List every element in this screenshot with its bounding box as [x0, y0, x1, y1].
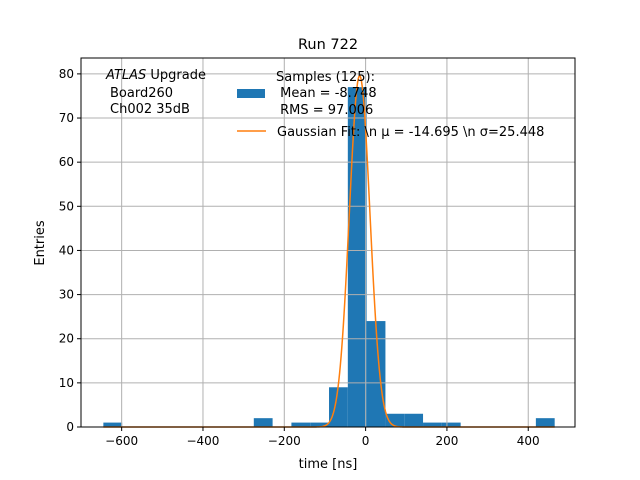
x-tick-label: −400	[186, 434, 219, 448]
x-tick-label: 200	[435, 434, 458, 448]
histogram-bar	[329, 387, 348, 427]
x-tick-label: −600	[105, 434, 138, 448]
legend-samples-rms: RMS = 97.006	[276, 103, 373, 118]
annotation-channel: Ch002 35dB	[110, 102, 190, 117]
x-tick-label: −200	[268, 434, 301, 448]
annotation-atlas: ATLAS	[105, 68, 146, 83]
y-axis-label: Entries	[33, 220, 48, 266]
y-tick-label: 60	[59, 155, 74, 169]
y-tick-label: 40	[59, 243, 74, 257]
legend-fit-label: Gaussian Fit: \n μ = -14.695 \n σ=25.448	[277, 125, 544, 140]
histogram-bar	[366, 321, 386, 427]
histogram-bar	[404, 413, 424, 427]
bars	[103, 87, 555, 427]
y-tick-label: 10	[59, 376, 74, 390]
x-tick-label: 400	[517, 434, 540, 448]
histogram-bar	[310, 422, 330, 427]
legend: Samples (125): Mean = -8.748 RMS = 97.00…	[237, 70, 544, 140]
y-tick-label: 50	[59, 199, 74, 213]
histogram-bar	[423, 422, 442, 427]
histogram-bar	[347, 87, 367, 427]
annotation-text: ATLAS Upgrade Board260 Ch002 35dB	[105, 68, 206, 117]
histogram-bar	[291, 422, 311, 427]
histogram-bar	[535, 418, 555, 427]
y-tick-label: 80	[59, 67, 74, 81]
histogram-bar	[103, 422, 123, 427]
legend-samples-swatch	[237, 89, 265, 98]
chart-title: Run 722	[298, 37, 358, 53]
histogram-bar	[441, 422, 461, 427]
legend-samples-mean: Mean = -8.748	[276, 86, 377, 101]
x-axis-label: time [ns]	[299, 457, 358, 472]
y-tick-label: 70	[59, 111, 74, 125]
svg-text:ATLAS Upgrade: ATLAS Upgrade	[105, 68, 206, 83]
x-tick-label: 0	[362, 434, 370, 448]
y-tick-label: 0	[66, 420, 74, 434]
annotation-board: Board260	[110, 86, 173, 101]
annotation-upgrade: Upgrade	[146, 68, 206, 83]
y-tick-label: 30	[59, 288, 74, 302]
ticks: −600 −400 −200 0 200 400 0 10 20 30 40 50 60 70 80	[59, 67, 540, 448]
histogram-bar	[253, 418, 273, 427]
plot-frame	[80, 57, 576, 428]
y-tick-label: 20	[59, 332, 74, 346]
legend-samples-line1: Samples (125):	[276, 70, 375, 85]
histogram-bar	[385, 413, 405, 427]
